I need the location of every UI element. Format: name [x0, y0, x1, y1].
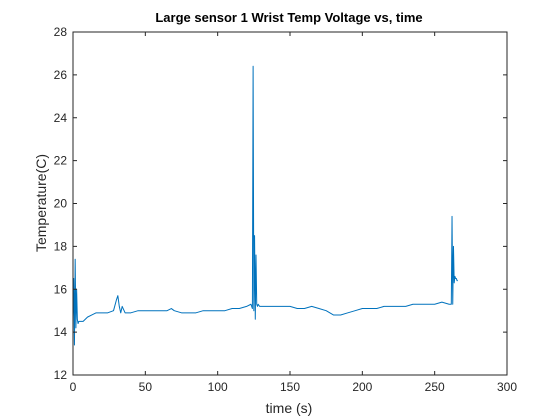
y-tick-label: 28 — [54, 25, 68, 39]
y-tick-label: 16 — [54, 282, 68, 296]
plot-area: 0 50 100 150 200 250 300 12 14 16 18 20 22 24 26 28 — [54, 25, 518, 394]
x-tick-label: 100 — [208, 380, 228, 394]
y-tick-label: 18 — [54, 239, 68, 253]
y-tick-label: 26 — [54, 68, 68, 82]
x-tick-label: 150 — [280, 380, 300, 394]
x-tick-label: 300 — [497, 380, 517, 394]
series-line-0 — [72, 65, 458, 346]
x-tick-label: 200 — [352, 380, 372, 394]
y-tick-label: 22 — [54, 154, 68, 168]
x-tick-label: 50 — [139, 380, 153, 394]
axes-box — [72, 31, 508, 376]
y-tick-label: 12 — [54, 368, 68, 382]
y-tick-label: 14 — [54, 325, 68, 339]
y-tick-label: 24 — [54, 111, 68, 125]
x-axis-label: time (s) — [266, 400, 313, 416]
y-axis-label: Temperature(C) — [33, 154, 49, 252]
chart-title: Large sensor 1 Wrist Temp Voltage vs, ti… — [155, 10, 422, 25]
y-tick-label: 20 — [54, 197, 68, 211]
x-tick-label: 250 — [425, 380, 445, 394]
x-tick-label: 0 — [70, 380, 77, 394]
